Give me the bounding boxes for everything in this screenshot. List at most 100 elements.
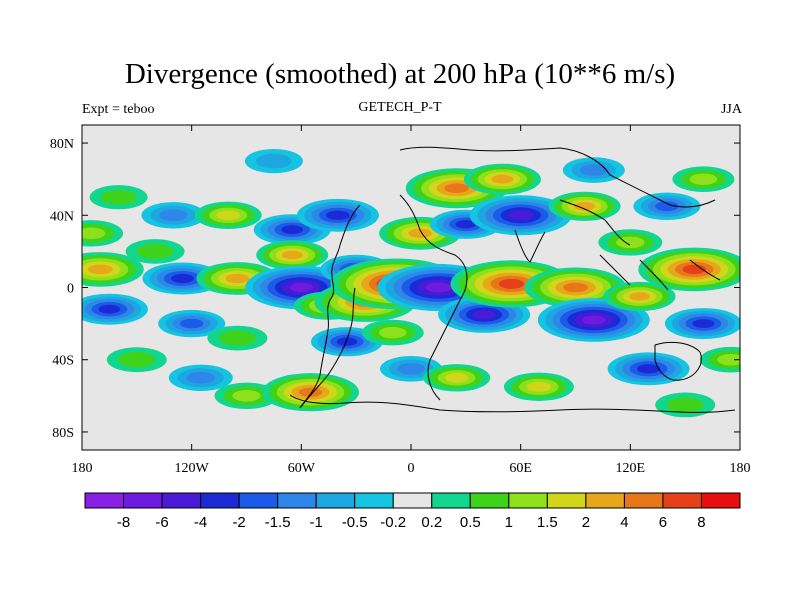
field-cell — [214, 382, 279, 409]
contour-fill — [455, 220, 477, 229]
y-tick-label: 0 — [67, 282, 74, 297]
colorbar-label: -8 — [117, 514, 130, 531]
field-cell — [106, 347, 167, 373]
x-tick-label: 120E — [616, 461, 646, 476]
colorbar-label: -0.5 — [342, 514, 368, 531]
field-cell — [562, 157, 625, 183]
contour-fill — [98, 304, 121, 314]
x-tick-label: 60E — [509, 461, 532, 476]
contour-fill — [336, 337, 358, 346]
contour-fill — [491, 174, 514, 184]
field-cell — [603, 281, 676, 312]
colorbar-label: -1 — [310, 514, 323, 531]
contour-fill — [180, 318, 204, 329]
colorbar-label: 0.2 — [421, 514, 442, 531]
colorbar-swatch — [623, 492, 664, 509]
contour-fill — [281, 225, 304, 235]
contour-fill — [636, 364, 661, 374]
colorbar-label: 4 — [620, 514, 628, 531]
coastline-north-america — [299, 204, 361, 409]
contour-fill — [218, 330, 256, 346]
colorbar-swatch — [84, 492, 125, 509]
chart-title: Divergence (smoothed) at 200 hPa (10**6 … — [124, 58, 676, 90]
coastline-eurasia — [399, 146, 716, 208]
contour-fill — [118, 352, 156, 368]
colorbar-swatch — [354, 492, 394, 509]
colorbar-label: -0.2 — [380, 514, 406, 531]
coastline-southeast-asia — [599, 254, 721, 291]
field-cell — [524, 267, 627, 308]
colorbar-label: 0.5 — [460, 514, 481, 531]
colorbar-swatch — [662, 492, 702, 509]
field-cell — [469, 195, 572, 236]
colorbar: -8 -6 -4 -2 -1.5 -1 -0.5 -0.2 0.2 0.5 1 1.5 2 4 6 8 — [84, 492, 741, 531]
contour-fill — [717, 354, 740, 366]
colorbar-label: 2 — [582, 514, 590, 531]
colorbar-swatch — [315, 492, 356, 509]
axes: 180 120W 60W 0 60E 120E 180 80N 40N 0 40S 80S — [50, 125, 751, 476]
contour-fill — [397, 363, 425, 375]
field-cell — [296, 198, 379, 232]
y-tick-label: 40S — [52, 354, 74, 369]
x-tick-label: 0 — [408, 461, 415, 476]
contour-fill — [298, 387, 323, 397]
contour-fill — [445, 373, 469, 383]
contour-fill — [87, 264, 113, 275]
divergence-field — [82, 149, 740, 418]
contour-fill — [582, 315, 606, 325]
colorbar-label: -4 — [194, 514, 207, 531]
field-cell — [664, 308, 740, 340]
colorbar-label: -6 — [155, 514, 168, 531]
contour-fill — [574, 202, 595, 211]
contour-fill — [666, 397, 704, 413]
coastline-east-asia — [559, 199, 631, 246]
colorbar-swatch — [700, 492, 741, 509]
contour-fill — [526, 381, 552, 392]
contour-fill — [171, 273, 194, 284]
field-cell — [655, 392, 716, 418]
contour-fill — [82, 227, 106, 240]
contour-fill — [425, 282, 452, 293]
colorbar-swatch — [546, 492, 587, 509]
dataset-label: GETECH_P-T — [358, 100, 442, 115]
experiment-label: Expt = teboo — [82, 102, 155, 117]
contour-fill — [689, 173, 718, 185]
contour-fill — [629, 292, 650, 301]
coastline-africa — [399, 194, 468, 401]
colorbar-swatch — [238, 492, 279, 509]
colorbar-swatch — [277, 492, 317, 509]
colorbar-swatch — [200, 492, 240, 509]
field-cell — [168, 364, 233, 391]
field-cell — [633, 192, 701, 220]
colorbar-swatch — [469, 492, 510, 509]
contour-fill — [216, 210, 240, 221]
field-cell — [82, 252, 144, 287]
contour-fill — [225, 273, 250, 284]
field-cell — [607, 352, 690, 386]
field-cell — [244, 149, 303, 174]
contour-fill — [508, 210, 534, 221]
contour-fill — [580, 164, 608, 176]
field-cell — [194, 201, 262, 229]
contour-fill — [289, 282, 314, 293]
contour-fill — [616, 236, 645, 249]
contour-fill — [444, 183, 470, 193]
colorbar-label: 8 — [697, 514, 705, 531]
season-label: JJA — [720, 102, 742, 117]
field-cell — [423, 364, 491, 392]
y-tick-label: 40N — [50, 209, 74, 224]
field-cell — [262, 373, 359, 412]
coastline-antarctica — [289, 394, 736, 413]
colorbar-swatch — [508, 492, 548, 509]
colorbar-label: 1 — [505, 514, 513, 531]
field-cell — [141, 202, 206, 229]
contour-fill — [472, 310, 496, 319]
colorbar-label: 1.5 — [537, 514, 558, 531]
field-cell — [125, 239, 185, 264]
contour-fill — [326, 210, 350, 220]
contour-fill — [408, 228, 432, 238]
y-tick-label: 80S — [52, 426, 74, 441]
field-cell — [158, 309, 226, 338]
coastline-south-america — [299, 287, 356, 409]
